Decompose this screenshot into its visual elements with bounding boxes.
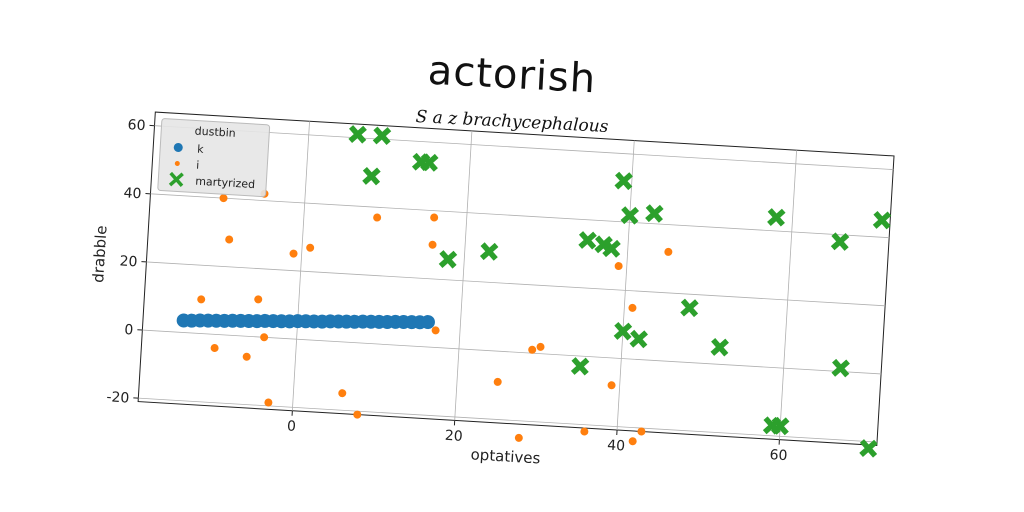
point-martyrized xyxy=(438,250,458,269)
point-martyrized xyxy=(629,329,648,349)
point-k xyxy=(420,315,435,330)
point-martyrized xyxy=(613,322,633,341)
point-i xyxy=(225,235,234,244)
grid-line-y xyxy=(138,397,878,443)
point-i xyxy=(373,213,382,222)
legend-marker-k xyxy=(173,142,183,152)
point-martyrized xyxy=(570,357,590,376)
point-martyrized xyxy=(830,232,850,251)
point-i xyxy=(628,437,637,446)
legend-box xyxy=(157,118,271,198)
x-tick-label: 40 xyxy=(607,437,626,454)
grid-lines xyxy=(138,121,894,443)
point-martyrized xyxy=(362,166,381,186)
grid-line-x xyxy=(616,140,635,431)
point-i xyxy=(306,243,315,252)
y-axis-label: drabble xyxy=(89,225,110,283)
y-tick-label: 0 xyxy=(124,322,134,339)
point-i xyxy=(338,389,347,398)
x-axis-label: optatives xyxy=(470,445,541,467)
point-martyrized xyxy=(645,204,664,223)
legend-label-k: k xyxy=(197,143,205,156)
point-i xyxy=(264,398,273,407)
grid-line-y xyxy=(150,193,890,239)
x-tick-label: 60 xyxy=(769,447,788,464)
point-martyrized xyxy=(859,439,878,458)
grid-line-x xyxy=(779,150,798,440)
grid-line-y xyxy=(154,125,894,170)
plot-area: 0 20 40 60 -20 0 20 40 60 optatives drabble dust… xyxy=(89,111,895,468)
legend-marker-i xyxy=(174,160,180,166)
axis-ticks: 0 20 40 60 -20 0 20 40 60 xyxy=(106,117,788,464)
series-k xyxy=(176,313,435,330)
point-martyrized xyxy=(680,298,699,318)
point-martyrized xyxy=(767,208,786,227)
x-tick-label: 0 xyxy=(286,418,296,435)
point-martyrized xyxy=(831,358,850,378)
point-martyrized xyxy=(710,338,729,357)
series-i xyxy=(197,189,673,446)
point-i xyxy=(260,333,269,342)
point-martyrized xyxy=(348,125,367,144)
point-i xyxy=(219,194,228,203)
point-martyrized xyxy=(770,416,790,436)
grid-line-x xyxy=(291,121,310,411)
point-martyrized xyxy=(479,242,499,261)
point-i xyxy=(254,295,263,304)
y-tick-label: 60 xyxy=(127,117,146,134)
point-i xyxy=(428,240,437,249)
series-martyrized xyxy=(348,125,892,458)
point-i xyxy=(580,427,589,436)
point-i xyxy=(430,213,439,222)
data-marks xyxy=(176,125,892,458)
point-i xyxy=(197,295,206,304)
point-i xyxy=(210,344,219,353)
point-martyrized xyxy=(578,231,597,250)
point-i xyxy=(628,303,637,312)
point-martyrized xyxy=(872,210,892,230)
grid-line-y xyxy=(146,261,886,307)
x-tick-label: 20 xyxy=(444,428,463,445)
point-i xyxy=(493,377,502,386)
y-tick-label: 20 xyxy=(119,253,138,270)
y-tick-label: -20 xyxy=(106,389,130,406)
legend-label-martyrized: martyrized xyxy=(195,175,256,192)
point-martyrized xyxy=(614,171,633,191)
point-i xyxy=(607,381,616,390)
point-i xyxy=(289,249,298,258)
point-i xyxy=(528,345,537,354)
point-i xyxy=(614,262,623,271)
point-martyrized xyxy=(620,206,640,225)
point-i xyxy=(431,326,440,335)
legend-marker-martyrized xyxy=(168,171,184,187)
point-i xyxy=(536,342,545,351)
point-martyrized xyxy=(372,126,392,146)
plot-frame xyxy=(137,111,895,446)
point-i xyxy=(637,427,646,436)
legend-title: dustbin xyxy=(194,124,236,139)
legend-label-i: i xyxy=(196,159,200,172)
point-martyrized xyxy=(420,153,439,172)
point-i xyxy=(664,247,673,256)
y-tick-label: 40 xyxy=(123,185,142,202)
point-i xyxy=(514,433,523,442)
point-i xyxy=(242,352,251,361)
point-martyrized xyxy=(602,239,621,258)
legend: dustbin k i martyrized xyxy=(157,118,271,198)
grid-line-x xyxy=(454,130,473,421)
point-i xyxy=(353,410,362,419)
